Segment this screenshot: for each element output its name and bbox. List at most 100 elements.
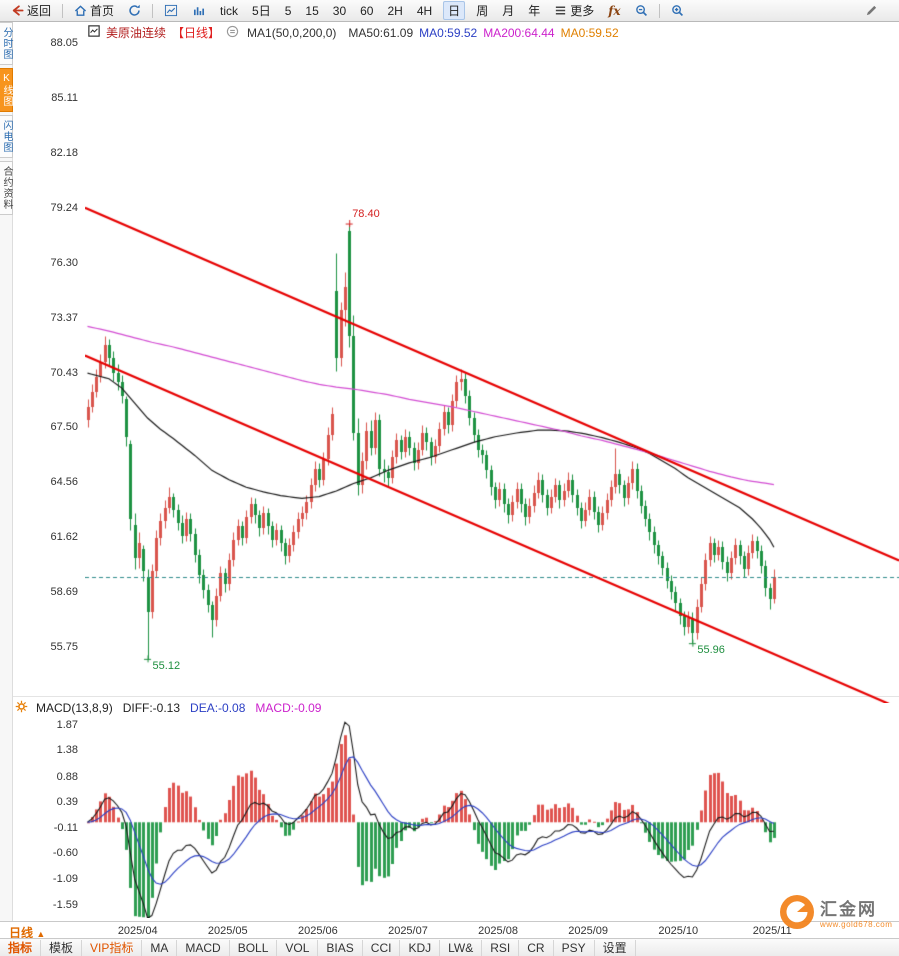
toolbar-refresh[interactable]	[125, 3, 144, 18]
toolbar-interval-tick[interactable]: tick	[217, 3, 241, 19]
x-axis-label: 2025/05	[207, 925, 248, 937]
macd-axis-label: -0.11	[53, 822, 78, 834]
indicator-KDJ[interactable]: KDJ	[400, 939, 441, 956]
price-annotation: 78.40	[352, 207, 380, 220]
price-axis-label: 79.24	[50, 201, 78, 214]
toolbar-interval-tick-label: tick	[220, 3, 239, 18]
toolbar-draw[interactable]	[862, 3, 881, 18]
toolbar-interval-2h-label: 2H	[387, 3, 403, 18]
macd-axis-label: 0.39	[56, 795, 78, 808]
refresh-icon	[128, 4, 141, 17]
toolbar-zoom-in[interactable]	[668, 3, 687, 18]
toolbar-interval-day[interactable]: 日	[443, 1, 466, 20]
macd-bar-value: MACD:-0.09	[255, 701, 322, 715]
indicator-settings-icon[interactable]	[226, 25, 239, 41]
indicator-MA[interactable]: MA	[142, 939, 178, 956]
ma-values: MA50:61.09 MA0:59.52 MA200:64.44 MA0:59.52	[342, 26, 618, 40]
toolbar-more-label: 更多	[570, 4, 595, 18]
symbol-name: 美原油连续	[106, 26, 167, 40]
toolbar-home[interactable]: 首页	[71, 1, 117, 20]
pencil-icon	[865, 4, 878, 17]
triangle-up-icon: ▲	[36, 929, 46, 939]
toolbar-interval-year-label: 年	[528, 4, 541, 18]
price-axis-label: 64.56	[50, 476, 78, 489]
toolbar-interval-5d-label: 5日	[252, 4, 271, 18]
toolbar-interval-30[interactable]: 30	[330, 3, 349, 19]
toolbar-interval-5[interactable]: 5	[282, 3, 295, 19]
sidebar-tab-timeline-chart[interactable]: 分时图	[0, 22, 13, 65]
toolbar-separator	[62, 3, 64, 18]
toolbar-zoom-out[interactable]	[632, 3, 651, 18]
chart-title-bar: 美原油连续 【日线】 MA1(50,0,200,0) MA50:61.09 MA0…	[88, 24, 619, 41]
toolbar-separator	[152, 3, 154, 18]
ma-value-1: MA0:59.52	[419, 25, 478, 40]
toolbar-interval-2h[interactable]: 2H	[384, 3, 405, 19]
toolbar-home-label: 首页	[90, 4, 115, 18]
toolbar-interval-month-label: 月	[502, 4, 515, 18]
period-tag: 【日线】	[172, 26, 221, 40]
huijin-logo-icon	[779, 894, 815, 935]
toolbar-interval-15-label: 15	[305, 3, 319, 18]
watermark-url: www.gold678.com	[820, 919, 893, 929]
site-watermark: 汇金网 www.gold678.com	[779, 894, 892, 935]
toolbar-interval-60-label: 60	[360, 3, 374, 18]
toolbar-interval-week[interactable]: 周	[473, 1, 491, 20]
toolbar-interval-5-label: 5	[284, 3, 292, 18]
sidebar-tab-flash-chart[interactable]: 闪电图	[0, 115, 13, 158]
toolbar-area-chart[interactable]	[161, 3, 181, 18]
ma-settings: MA1(50,0,200,0)	[247, 25, 337, 40]
toolbar-interval-4h[interactable]: 4H	[414, 3, 435, 19]
x-axis-label: 2025/08	[478, 925, 518, 937]
price-axis-label: 76.30	[50, 256, 78, 269]
indicator-VOL[interactable]: VOL	[277, 939, 319, 956]
toolbar-interval-month[interactable]: 月	[499, 1, 517, 20]
ma-value-3: MA0:59.52	[560, 25, 619, 40]
toolbar-back[interactable]: 返回	[8, 1, 54, 20]
bar-chart-icon	[192, 4, 206, 17]
indicator-BOLL[interactable]: BOLL	[230, 939, 278, 956]
toolbar-interval-60[interactable]: 60	[357, 3, 376, 19]
top-toolbar: 返回 首页 tick 5日 5 15 30 60 2H 4H 日 周月年 更多 fx	[0, 0, 899, 22]
toolbar-interval-year[interactable]: 年	[525, 1, 543, 20]
x-axis-row: 日线 ▲ 2025/04 2025/05 2025/06 2025/07 2025/08…	[0, 921, 899, 940]
macd-dea-value: DEA:-0.08	[190, 701, 246, 715]
price-annotation: 55.12	[152, 659, 181, 672]
macd-params: MACD(13,8,9)	[36, 701, 113, 715]
indicator-模板[interactable]: 模板	[41, 939, 83, 956]
indicator-VIP指标[interactable]: VIP指标	[82, 939, 143, 956]
price-axis-label: 85.11	[51, 92, 78, 105]
zoom-out-icon	[635, 4, 648, 17]
price-axis-label: 58.69	[50, 586, 78, 599]
macd-header: MACD(13,8,9) DIFF:-0.13 DEA:-0.08 MACD:-…	[36, 701, 321, 715]
indicator-BIAS[interactable]: BIAS	[318, 939, 363, 956]
macd-axis-label: 1.87	[56, 719, 78, 731]
toolbar-interval-5d[interactable]: 5日	[249, 1, 274, 20]
toolbar-fx-label: fx	[608, 3, 621, 18]
price-axis-label: 55.75	[50, 641, 78, 654]
x-axis-label: 2025/06	[298, 925, 338, 937]
toolbar-interval-30-label: 30	[332, 3, 347, 18]
indicator-设置[interactable]: 设置	[595, 939, 636, 956]
indicator-LW&[interactable]: LW&	[440, 939, 483, 956]
toolbar-fx[interactable]: fx	[605, 3, 623, 19]
toolbar-more[interactable]: 更多	[551, 1, 597, 20]
period-dropdown[interactable]: 日线 ▲	[9, 926, 46, 940]
indicator-PSY[interactable]: PSY	[554, 939, 595, 956]
x-axis-label: 2025/04	[117, 925, 158, 937]
indicator-MACD[interactable]: MACD	[177, 939, 230, 956]
indicator-CR[interactable]: CR	[519, 939, 554, 956]
indicator-CCI[interactable]: CCI	[363, 939, 401, 956]
price-axis-label: 88.05	[50, 37, 78, 50]
toolbar-separator	[658, 3, 660, 18]
indicator-RSI[interactable]: RSI	[482, 939, 520, 956]
price-axis-label: 73.37	[50, 311, 78, 324]
indicator-gear-icon[interactable]	[15, 700, 28, 718]
toolbar-interval-15[interactable]: 15	[302, 3, 321, 19]
toolbar-volume-chart[interactable]	[189, 3, 209, 18]
sidebar-tab-kline-chart[interactable]: K线图	[0, 68, 13, 112]
menu-icon	[554, 4, 567, 17]
macd-chart-canvas[interactable]	[85, 712, 899, 918]
sidebar-tab-contract-info[interactable]: 合约资料	[0, 161, 13, 215]
indicator-指标[interactable]: 指标	[0, 939, 42, 956]
main-chart-canvas[interactable]	[85, 30, 899, 703]
